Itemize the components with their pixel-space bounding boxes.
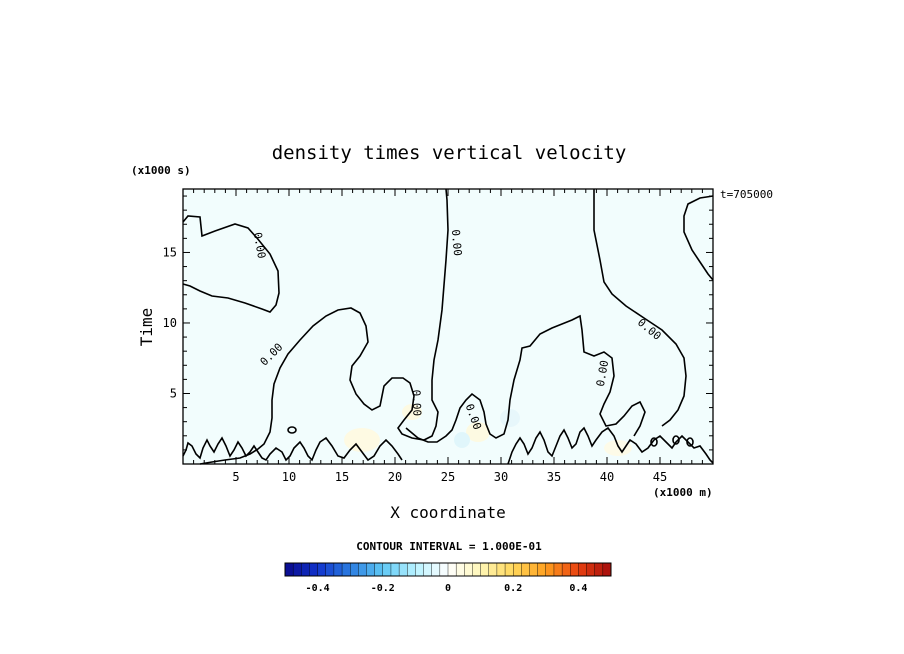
- x-tick-label: 40: [600, 470, 614, 484]
- x-tick-label: 5: [232, 470, 239, 484]
- zero-contours: [182, 188, 714, 465]
- colorbar-cell: [570, 562, 579, 577]
- colorbar-cell: [407, 562, 416, 577]
- colorbar-cell: [472, 562, 482, 577]
- colorbar-cell: [561, 562, 571, 577]
- x-tick-label: 10: [282, 470, 296, 484]
- contour-line: [593, 189, 687, 427]
- x-tick-label: 30: [494, 470, 508, 484]
- chart-title: density times vertical velocity: [272, 142, 627, 164]
- colorbar-cell: [341, 562, 351, 577]
- contour-label: 0.00: [449, 229, 464, 257]
- y-axis-label: Time: [137, 308, 156, 347]
- colorbar-cell: [439, 562, 449, 577]
- contour-line: [182, 436, 403, 462]
- contour-interval-text: CONTOUR INTERVAL = 1.000E-01: [356, 540, 542, 553]
- colorbar-tick-label: 0.2: [504, 583, 522, 594]
- positive-patch: [604, 440, 632, 456]
- colorbar-cell: [602, 562, 612, 577]
- contour-label: 0.00: [594, 359, 611, 387]
- colorbar-cell: [284, 562, 294, 577]
- negative-patch: [454, 432, 470, 448]
- colorbar-cell: [398, 562, 408, 577]
- colorbar-cell: [390, 562, 400, 577]
- colorbar-cell: [480, 562, 490, 577]
- y-tick-label: 10: [163, 316, 177, 330]
- colorbar-cell: [366, 562, 376, 577]
- negative-patch: [500, 409, 520, 427]
- contour-loop: [287, 426, 297, 434]
- colorbar-cell: [537, 562, 547, 577]
- colorbar-tick-label: -0.4: [306, 583, 330, 594]
- colorbar-cell: [431, 562, 441, 577]
- x-tick-label: 20: [388, 470, 402, 484]
- colorbar-cell: [350, 562, 359, 577]
- x-axis-label: X coordinate: [390, 503, 506, 522]
- colorbar-cell: [382, 562, 392, 577]
- colorbar-cell: [594, 562, 604, 577]
- contour-loop: [650, 437, 658, 447]
- colorbar-cell: [292, 562, 302, 577]
- colorbar-frame: [284, 562, 612, 577]
- contour-line: [182, 215, 280, 313]
- colorbar-cell: [317, 562, 327, 577]
- colorbar-cell: [496, 562, 506, 577]
- colorbar: [284, 562, 612, 577]
- y-axis: 5 10 15: [163, 195, 713, 451]
- colorbar-cell: [423, 562, 433, 577]
- colorbar-cell: [374, 562, 384, 577]
- colorbar-cell: [415, 562, 425, 577]
- contour-line: [199, 188, 449, 465]
- colorbar-cell: [333, 562, 343, 577]
- time-label: t=705000: [720, 188, 773, 201]
- colorbar-cell: [464, 562, 473, 577]
- colorbar-ticks: -0.4 -0.2 0 0.2 0.4: [306, 583, 588, 594]
- colorbar-cell: [301, 562, 310, 577]
- colorbar-tick-label: -0.2: [371, 583, 395, 594]
- positive-patch: [466, 422, 490, 442]
- colorbar-cell: [586, 562, 596, 577]
- colorbar-cell: [358, 562, 368, 577]
- positive-patch: [344, 428, 380, 452]
- contour-loop: [686, 437, 694, 447]
- contour-loop: [672, 435, 680, 445]
- colorbar-cell: [513, 562, 522, 577]
- contour-label: 0.00: [251, 231, 268, 259]
- colorbar-cell: [578, 562, 588, 577]
- x-unit-label: (x1000 m): [653, 486, 713, 499]
- colorbar-cell: [455, 562, 465, 577]
- x-axis: 5 10 15 20 25 30 35 40 45: [193, 189, 703, 484]
- contour-label: 0.00: [410, 389, 424, 416]
- colorbar-cell: [488, 562, 498, 577]
- y-tick-label: 15: [163, 245, 177, 259]
- contour-line: [683, 195, 714, 281]
- x-tick-label: 15: [335, 470, 349, 484]
- y-tick-label: 5: [170, 386, 177, 400]
- colorbar-cell: [325, 562, 335, 577]
- x-tick-label: 25: [441, 470, 455, 484]
- x-tick-label: 35: [547, 470, 561, 484]
- colorbar-tick-label: 0.4: [569, 583, 587, 594]
- x-tick-label: 45: [653, 470, 667, 484]
- contour-line: [405, 314, 646, 443]
- colorbar-cell: [521, 562, 530, 577]
- colorbar-cell: [553, 562, 563, 577]
- colorbar-cell: [447, 562, 457, 577]
- colorbar-cell: [504, 562, 514, 577]
- colorbar-cell: [545, 562, 555, 577]
- y-unit-label: (x1000 s): [131, 164, 191, 177]
- colorbar-cell: [309, 562, 319, 577]
- colorbar-cell: [529, 562, 539, 577]
- colorbar-tick-label: 0: [445, 583, 451, 594]
